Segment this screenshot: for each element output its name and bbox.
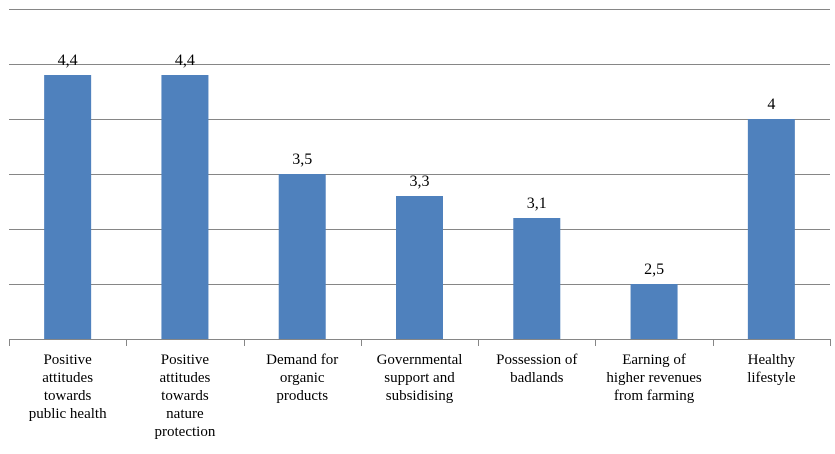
category-label: Governmental support and subsidising [377,352,463,404]
category-label: Positive attitudes towards public health [29,352,107,422]
data-label: 3,5 [292,151,312,168]
gridlines [9,9,830,285]
data-labels: 4,4 4,4 3,5 3,3 3,1 2,5 4 [58,52,776,278]
data-label: 3,1 [527,195,547,212]
bar [161,75,209,339]
x-axis [9,339,831,346]
category-label-line: protection [155,424,216,440]
category-label: Demand for organic products [266,352,338,404]
category-label-line: attitudes [42,370,93,386]
category-label: Earning of higher revenues from farming [606,352,702,404]
category-label-line: Governmental [377,352,463,368]
category-label-line: nature [166,406,204,422]
category-label-line: towards [44,388,92,404]
bar [396,196,443,339]
category-label-line: subsidising [386,388,454,404]
data-label: 2,5 [644,261,664,278]
category-label-line: Earning of [622,352,686,368]
category-labels: Positive attitudes towards public healthPos… [29,352,796,440]
bar [513,218,561,339]
category-label-line: attitudes [160,370,211,386]
category-label: Healthy lifestyle [747,352,796,386]
data-label: 4,4 [175,52,195,69]
category-label-line: towards [161,388,209,404]
bar [44,75,92,339]
category-label-line: from farming [614,388,695,404]
category-label-line: products [276,388,328,404]
bar [278,174,326,339]
data-label: 4 [767,96,775,113]
category-label-line: Possession of [496,352,577,368]
category-label-line: Healthy [748,352,796,368]
bar [747,119,795,339]
category-label: Possession of badlands [496,352,577,386]
category-label-line: lifestyle [747,370,796,386]
bars [44,75,795,339]
data-label: 3,3 [410,173,430,190]
category-label-line: badlands [510,370,563,386]
data-label: 4,4 [58,52,78,69]
category-label-line: higher revenues [606,370,702,386]
category-label-line: Positive [161,352,210,368]
category-label-line: organic [280,370,325,386]
category-label-line: public health [29,406,107,422]
category-label-line: Positive [43,352,92,368]
category-label-line: support and [384,370,455,386]
bar [630,284,678,339]
category-label: Positive attitudes towards nature protection [155,352,216,440]
category-label-line: Demand for [266,352,338,368]
